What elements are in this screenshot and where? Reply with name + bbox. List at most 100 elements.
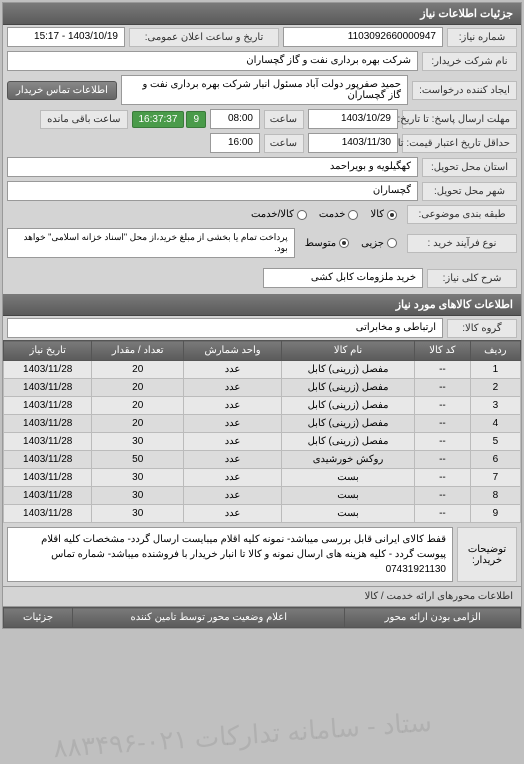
radio-option[interactable]: کالا: [370, 209, 397, 220]
table-cell: --: [415, 397, 471, 415]
need-number-value: 1103092660000947: [283, 27, 443, 47]
table-cell: عدد: [184, 433, 282, 451]
table-row[interactable]: 2--مفصل (زرینی) کابلعدد201403/11/28: [4, 379, 521, 397]
table-cell: عدد: [184, 451, 282, 469]
countdown-days: 9: [186, 111, 206, 128]
table-cell: عدد: [184, 379, 282, 397]
radio-option[interactable]: متوسط: [305, 238, 349, 249]
table-cell: 9: [470, 505, 520, 523]
table-header-cell: کد کالا: [415, 341, 471, 361]
countdown: 9 16:37:37: [132, 111, 207, 128]
table-cell: 50: [92, 451, 184, 469]
table-header-cell: تعداد / مقدار: [92, 341, 184, 361]
table-cell: مفصل (زرینی) کابل: [282, 415, 415, 433]
table-cell: عدد: [184, 487, 282, 505]
table-cell: 30: [92, 433, 184, 451]
table-cell: 1403/11/28: [4, 505, 92, 523]
table-cell: بست: [282, 469, 415, 487]
remaining-label: ساعت باقی مانده: [40, 110, 127, 129]
table-row[interactable]: 3--مفصل (زرینی) کابلعدد201403/11/28: [4, 397, 521, 415]
contact-buyer-button[interactable]: اطلاعات تماس خریدار: [7, 81, 117, 100]
table-cell: مفصل (زرینی) کابل: [282, 397, 415, 415]
table-cell: 1403/11/28: [4, 433, 92, 451]
table-cell: 30: [92, 505, 184, 523]
table-row[interactable]: 5--مفصل (زرینی) کابلعدد301403/11/28: [4, 433, 521, 451]
table-cell: 1403/11/28: [4, 397, 92, 415]
table-cell: 2: [470, 379, 520, 397]
deadline-label: مهلت ارسال پاسخ: تا تاریخ:: [402, 110, 517, 129]
table-cell: --: [415, 379, 471, 397]
deadline-time-value: 08:00: [210, 109, 260, 129]
table-cell: عدد: [184, 469, 282, 487]
city-value: گچساران: [7, 181, 418, 201]
table-header-cell: واحد شمارش: [184, 341, 282, 361]
radio-dot-icon: [348, 210, 358, 220]
panel-header: جزئیات اطلاعات نیاز: [3, 3, 521, 25]
radio-option[interactable]: جزیی: [361, 238, 397, 249]
need-desc-value: خرید ملزومات کابل کشی: [263, 268, 423, 288]
table-cell: --: [415, 469, 471, 487]
table-row[interactable]: 4--مفصل (زرینی) کابلعدد201403/11/28: [4, 415, 521, 433]
table-cell: 4: [470, 415, 520, 433]
table-cell: بست: [282, 505, 415, 523]
table-cell: 5: [470, 433, 520, 451]
table-cell: عدد: [184, 505, 282, 523]
table-cell: مفصل (زرینی) کابل: [282, 361, 415, 379]
table-header-cell: الزامی بودن ارائه محور: [345, 608, 521, 628]
table-cell: مفصل (زرینی) کابل: [282, 433, 415, 451]
need-number-label: شماره نیاز:: [447, 28, 517, 47]
radio-label: جزیی: [361, 238, 384, 249]
province-value: کهگیلویه و بویراحمد: [7, 157, 418, 177]
table-row[interactable]: 7--بستعدد301403/11/28: [4, 469, 521, 487]
radio-dot-icon: [297, 210, 307, 220]
notes-label: توضیحات خریدار:: [457, 527, 517, 582]
table-cell: 1403/11/28: [4, 361, 92, 379]
table-cell: 20: [92, 379, 184, 397]
city-label: شهر محل تحویل:: [422, 182, 517, 201]
table-row[interactable]: 6--روکش خورشیدیعدد501403/11/28: [4, 451, 521, 469]
announce-date-value: 1403/10/19 - 15:17: [7, 27, 125, 47]
table-cell: 3: [470, 397, 520, 415]
table-cell: 20: [92, 415, 184, 433]
announce-date-label: تاریخ و ساعت اعلان عمومی:: [129, 28, 279, 47]
table-cell: عدد: [184, 415, 282, 433]
requester-label: ایجاد کننده درخواست:: [412, 81, 517, 100]
table-cell: 1: [470, 361, 520, 379]
radio-label: خدمت: [319, 209, 346, 220]
package-radio-group: کالا خدمت کالا/خدمت: [245, 207, 403, 222]
table-cell: 30: [92, 469, 184, 487]
table-row[interactable]: 1--مفصل (زرینی) کابلعدد201403/11/28: [4, 361, 521, 379]
table-cell: --: [415, 433, 471, 451]
process-radio-group: جزیی متوسط: [299, 236, 403, 251]
table-cell: 8: [470, 487, 520, 505]
section-services-title: اطلاعات محورهای ارائه خدمت / کالا: [3, 586, 521, 607]
table-cell: 20: [92, 397, 184, 415]
radio-label: کالا: [370, 209, 384, 220]
package-label: طبقه بندی موضوعی:: [407, 205, 517, 224]
payment-note: پرداخت تمام یا بخشی از مبلغ خرید،از محل …: [7, 228, 295, 258]
notes-text: قفط کالای ایرانی قابل بررسی میباشد- نمون…: [7, 527, 453, 582]
goods-table: ردیفکد کالانام کالاواحد شمارشتعداد / مقد…: [3, 340, 521, 523]
table-row[interactable]: 8--بستعدد301403/11/28: [4, 487, 521, 505]
radio-option[interactable]: کالا/خدمت: [251, 209, 307, 220]
radio-dot-icon: [339, 238, 349, 248]
table-row[interactable]: 9--بستعدد301403/11/28: [4, 505, 521, 523]
services-table: الزامی بودن ارائه محوراعلام وضعیت محور ت…: [3, 607, 521, 628]
table-cell: روکش خورشیدی: [282, 451, 415, 469]
need-desc-label: شرح کلی نیاز:: [427, 269, 517, 288]
table-cell: 6: [470, 451, 520, 469]
table-cell: 1403/11/28: [4, 451, 92, 469]
table-cell: 20: [92, 361, 184, 379]
table-cell: --: [415, 487, 471, 505]
province-label: استان محل تحویل:: [422, 158, 517, 177]
table-cell: 30: [92, 487, 184, 505]
table-cell: --: [415, 361, 471, 379]
buyer-name-value: شرکت بهره برداری نفت و گاز گچساران: [7, 51, 418, 71]
validity-date-value: 1403/11/30: [308, 133, 398, 153]
radio-label: کالا/خدمت: [251, 209, 294, 220]
table-cell: عدد: [184, 361, 282, 379]
watermark: ستاد - سامانه تدارکات ۰۲۱-۸۸۳۴۹۶: [52, 707, 432, 764]
radio-option[interactable]: خدمت: [319, 209, 359, 220]
buyer-name-label: نام شرکت خریدار:: [422, 52, 517, 71]
table-cell: 1403/11/28: [4, 415, 92, 433]
